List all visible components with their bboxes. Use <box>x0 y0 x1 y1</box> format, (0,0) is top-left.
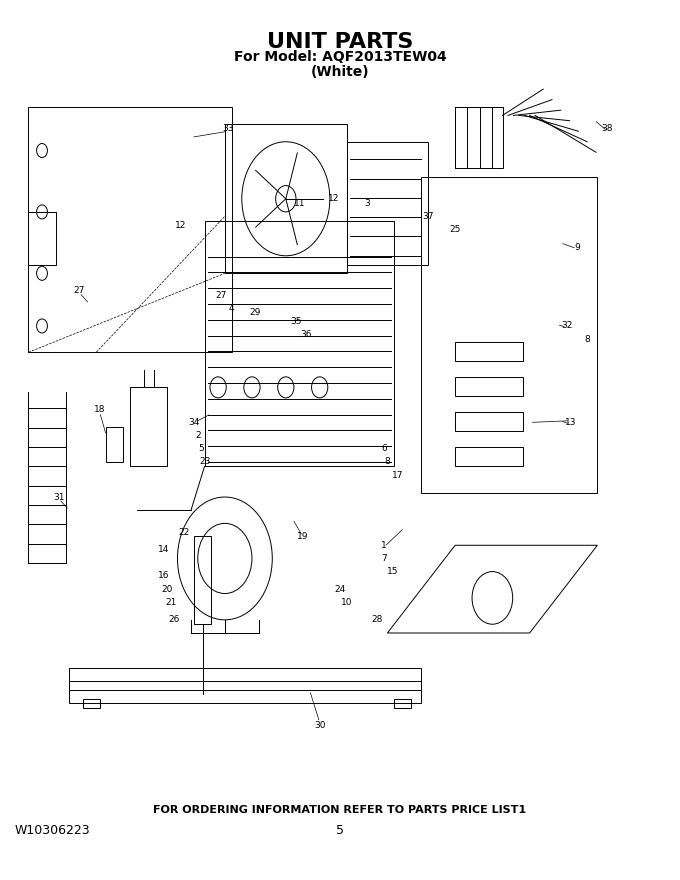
Bar <box>455 341 523 361</box>
Text: 15: 15 <box>387 567 398 576</box>
Bar <box>205 221 394 466</box>
Text: 9: 9 <box>574 243 580 252</box>
Text: (White): (White) <box>311 64 369 78</box>
Text: 19: 19 <box>297 532 309 541</box>
Text: 8: 8 <box>584 334 590 343</box>
Bar <box>29 106 232 352</box>
Text: 35: 35 <box>290 317 302 326</box>
Text: 5: 5 <box>336 824 344 837</box>
Text: 27: 27 <box>73 286 85 296</box>
Text: UNIT PARTS: UNIT PARTS <box>267 32 413 52</box>
Text: 31: 31 <box>53 493 65 502</box>
Text: 14: 14 <box>158 545 169 554</box>
Bar <box>69 668 422 703</box>
Text: 11: 11 <box>294 199 305 208</box>
Text: 32: 32 <box>561 321 573 331</box>
Text: 34: 34 <box>189 418 200 427</box>
Text: 25: 25 <box>449 225 461 234</box>
Text: 38: 38 <box>602 124 613 133</box>
Text: 7: 7 <box>381 554 387 563</box>
Text: 30: 30 <box>314 721 326 730</box>
Bar <box>455 412 523 431</box>
Text: 22: 22 <box>179 528 190 537</box>
Bar <box>130 387 167 466</box>
Text: 1: 1 <box>381 541 387 550</box>
Bar <box>225 124 347 274</box>
Text: 36: 36 <box>301 330 312 339</box>
Bar <box>455 377 523 396</box>
Text: 12: 12 <box>328 194 339 203</box>
Text: W10306223: W10306223 <box>15 824 90 837</box>
Text: 20: 20 <box>162 584 173 594</box>
Text: 16: 16 <box>158 571 170 581</box>
Bar <box>455 106 503 168</box>
Text: 17: 17 <box>392 471 403 480</box>
Text: 24: 24 <box>335 584 345 594</box>
Bar <box>455 447 523 466</box>
Text: 12: 12 <box>175 221 186 230</box>
Bar <box>422 177 597 493</box>
Text: 13: 13 <box>564 418 576 427</box>
Text: 6: 6 <box>381 444 387 453</box>
Text: 28: 28 <box>371 615 383 624</box>
Text: 37: 37 <box>422 212 434 221</box>
Text: 5: 5 <box>199 444 204 453</box>
Bar <box>106 427 123 462</box>
Text: 27: 27 <box>216 290 227 300</box>
Bar <box>394 699 411 708</box>
Text: 3: 3 <box>364 199 370 208</box>
Text: 29: 29 <box>250 308 261 318</box>
Text: 33: 33 <box>222 124 234 133</box>
Text: 18: 18 <box>94 405 105 414</box>
Text: 23: 23 <box>199 458 210 466</box>
Text: 21: 21 <box>165 598 176 607</box>
Text: 2: 2 <box>195 431 201 440</box>
Bar <box>29 212 56 265</box>
Text: For Model: AQF2013TEW04: For Model: AQF2013TEW04 <box>234 49 446 63</box>
Bar <box>194 537 211 624</box>
Bar <box>69 681 422 690</box>
Bar <box>347 142 428 265</box>
Bar <box>83 699 99 708</box>
Text: 10: 10 <box>341 598 352 607</box>
Text: 26: 26 <box>169 615 180 624</box>
Text: 4: 4 <box>229 304 235 313</box>
Text: 8: 8 <box>384 458 390 466</box>
Text: FOR ORDERING INFORMATION REFER TO PARTS PRICE LIST1: FOR ORDERING INFORMATION REFER TO PARTS … <box>154 804 526 815</box>
